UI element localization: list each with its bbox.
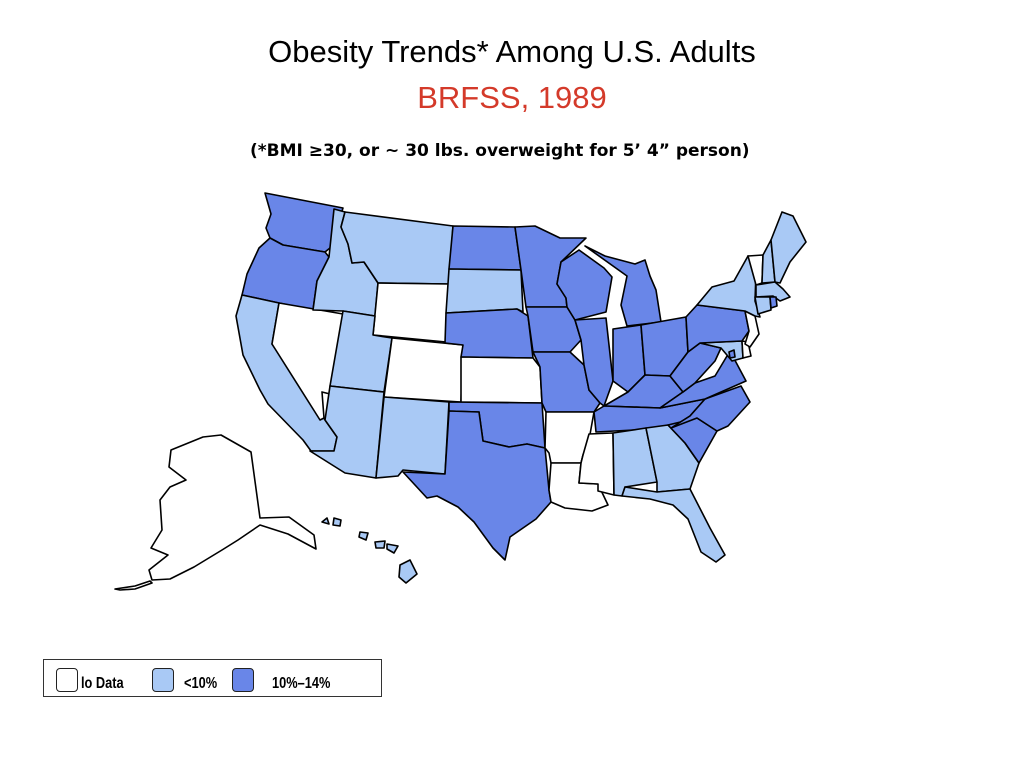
state-MI[interactable] [584,245,662,327]
state-AK[interactable] [148,434,317,581]
state-HI-3[interactable] [358,531,369,541]
state-ME[interactable] [770,211,807,284]
state-FL[interactable] [621,486,726,563]
state-CT[interactable] [754,296,772,315]
state-SD[interactable] [445,268,524,314]
state-AK-chain [114,580,153,591]
state-IL[interactable] [574,317,614,407]
legend-swatch-no-data [56,668,78,692]
state-NC[interactable] [670,385,751,432]
legend-label-no-data: lo Data [81,675,124,692]
state-MO[interactable] [532,351,601,413]
legend-swatch-10-14 [232,668,254,692]
state-HI-4[interactable] [374,540,386,549]
page-subtitle: BRFSS, 1989 [417,80,607,115]
map-legend: lo Data <10% 10%–14% [43,659,382,697]
state-DC[interactable] [728,349,736,359]
state-HI-2[interactable] [332,517,342,527]
bmi-footnote: (*BMI ≥30, or ~ 30 lbs. overweight for 5… [250,141,750,161]
state-HI-1[interactable] [321,517,330,525]
state-TX[interactable] [402,410,552,561]
state-VA[interactable] [659,350,747,409]
legend-label-under-10: <10% [184,675,218,692]
page-title: Obesity Trends* Among U.S. Adults [268,34,756,69]
state-NM[interactable] [375,396,450,479]
state-KS[interactable] [460,356,543,404]
state-ND[interactable] [448,225,522,271]
state-HI-5[interactable] [386,543,399,554]
state-CO[interactable] [383,337,464,403]
legend-label-10-14: 10%–14% [272,675,331,692]
state-WI[interactable] [556,249,613,321]
state-WY[interactable] [372,282,450,343]
legend-swatch-under-10 [152,668,174,692]
state-RI[interactable] [769,296,778,309]
state-HI-6[interactable] [398,559,418,584]
